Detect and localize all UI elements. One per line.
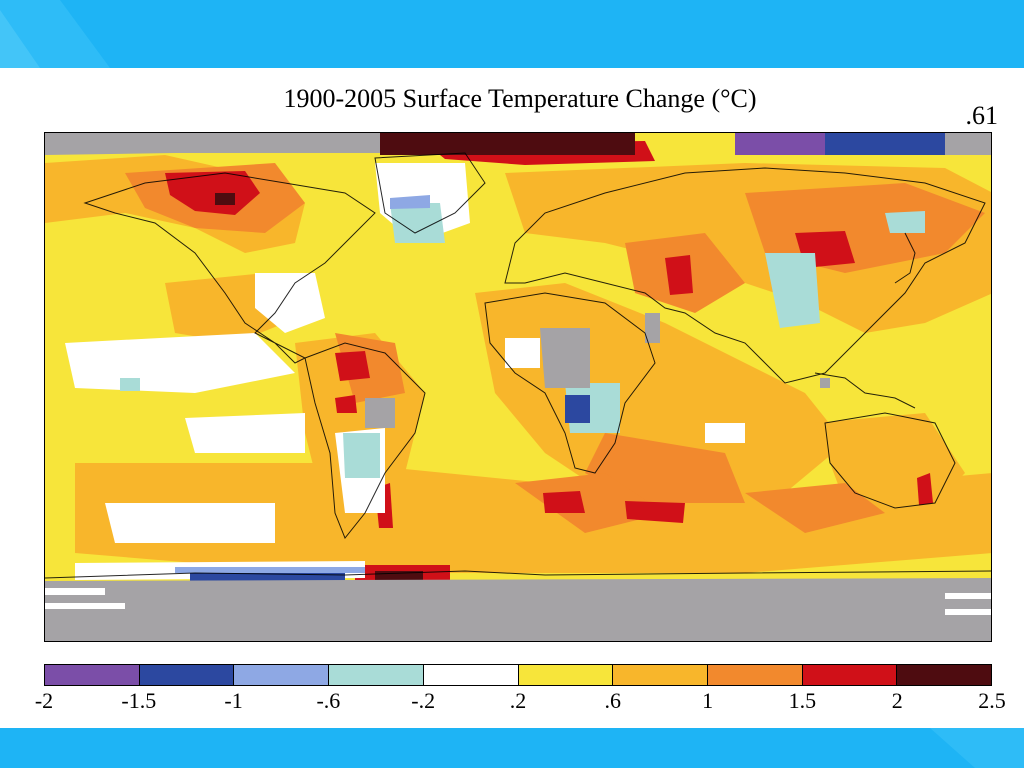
antarctic-light-blue-region xyxy=(175,567,365,573)
alaska-dark-hot-spot xyxy=(215,193,235,205)
colorbar-tick-label: -2 xyxy=(34,688,54,713)
north-america-neutral-region xyxy=(255,273,325,333)
colorbar-tick-label: 2 xyxy=(891,688,903,713)
colorbar-tick-label: 2.5 xyxy=(978,688,1006,713)
hot-regions-dark-red xyxy=(215,133,635,593)
colorbar-swatch xyxy=(802,665,898,685)
south-atlantic-warm-region xyxy=(745,483,885,533)
central-pacific-neutral-region xyxy=(185,413,305,453)
colorbar-tick-label: -1 xyxy=(224,688,243,713)
antarctica-gap-3 xyxy=(945,593,991,599)
asia-no-data-spot xyxy=(820,378,830,388)
pacific-neutral-spot xyxy=(705,423,745,443)
africa-coastline xyxy=(484,292,656,474)
antarctica-gap-2 xyxy=(45,603,125,609)
africa-neutral-region xyxy=(505,338,540,368)
map-title: 1900-2005 Surface Temperature Change (°C… xyxy=(283,84,757,113)
arctic-purple-region xyxy=(735,133,825,155)
pacific-cool-spot xyxy=(120,378,140,391)
cool-regions-teal xyxy=(120,203,925,478)
footer-band-decoration xyxy=(930,728,1024,768)
australia-coastline xyxy=(824,412,956,509)
colorbar-swatch xyxy=(707,665,803,685)
brazil-warm-region xyxy=(335,333,405,403)
brazil-hot-spot xyxy=(335,395,357,413)
slide-header-band xyxy=(0,0,1024,68)
indian-ocean-warm-region xyxy=(585,433,745,503)
colorbar-tick-label: 1 xyxy=(702,688,714,713)
colorbar-tick-label: 1.5 xyxy=(788,688,817,713)
south-america-cool-region xyxy=(343,433,380,478)
central-asia-hot-spot xyxy=(665,255,693,295)
congo-blue-region xyxy=(565,395,590,423)
indonesia-coastline xyxy=(814,372,916,409)
south-atlantic-hot-spot xyxy=(543,491,585,513)
china-cool-region xyxy=(765,253,820,328)
sahel-no-data-region xyxy=(540,328,590,388)
indian-ocean-hot-spot xyxy=(625,501,685,523)
colorbar xyxy=(44,664,992,686)
global-mean-label: .61 xyxy=(965,101,999,130)
japan-cool-region xyxy=(885,211,925,233)
colorbar-tick-label: -.6 xyxy=(316,688,341,713)
arctic-dark-hot-spot xyxy=(380,133,635,155)
south-america-coastline xyxy=(304,342,426,539)
amazon-hot-spot xyxy=(335,351,370,381)
south-pacific-neutral-region xyxy=(105,503,275,543)
antarctica-gap-1 xyxy=(45,588,105,595)
antarctica-gap-4 xyxy=(945,609,991,615)
colorbar-tick-label: .6 xyxy=(604,688,622,713)
colorbar-swatch xyxy=(613,665,708,685)
arabia-no-data-region xyxy=(645,313,660,343)
colorbar-swatch xyxy=(897,665,992,685)
colorbar-tick-label: .2 xyxy=(509,688,527,713)
alaska-hot-spot xyxy=(165,171,260,215)
arctic-no-data-band-east xyxy=(945,133,991,155)
header-band-decoration xyxy=(0,0,110,68)
colorbar-swatch xyxy=(234,665,330,685)
temperature-map xyxy=(44,132,992,642)
colorbar-tick-label: -1.5 xyxy=(121,688,157,713)
no-data-regions xyxy=(45,133,991,641)
colorbar-swatch xyxy=(139,665,235,685)
eurasia-coastline xyxy=(504,167,986,384)
japan-coastline xyxy=(894,232,916,284)
colorbar-swatch xyxy=(329,665,424,685)
greenland-blue-spot xyxy=(390,195,430,209)
slide-footer-band xyxy=(0,728,1024,768)
greenland-cool-region xyxy=(390,203,445,243)
coastlines xyxy=(45,152,991,579)
australia-hot-spot xyxy=(917,473,933,505)
arctic-no-data-band xyxy=(45,133,380,155)
southern-ocean-warm-band xyxy=(75,463,991,573)
antarctica-white-gaps xyxy=(45,588,991,615)
antarctica-coastline xyxy=(45,570,991,579)
antarctica-no-data-region xyxy=(45,578,991,641)
north-america-coastline xyxy=(83,172,376,364)
colorbar-swatch xyxy=(45,665,140,685)
colorbar-swatch xyxy=(518,665,614,685)
temperature-map-canvas xyxy=(45,133,991,641)
colorbar-swatch xyxy=(423,665,519,685)
colorbar-tick-label: -.2 xyxy=(411,688,436,713)
brazil-no-data-region xyxy=(365,398,395,428)
greenland-coastline xyxy=(374,152,486,234)
